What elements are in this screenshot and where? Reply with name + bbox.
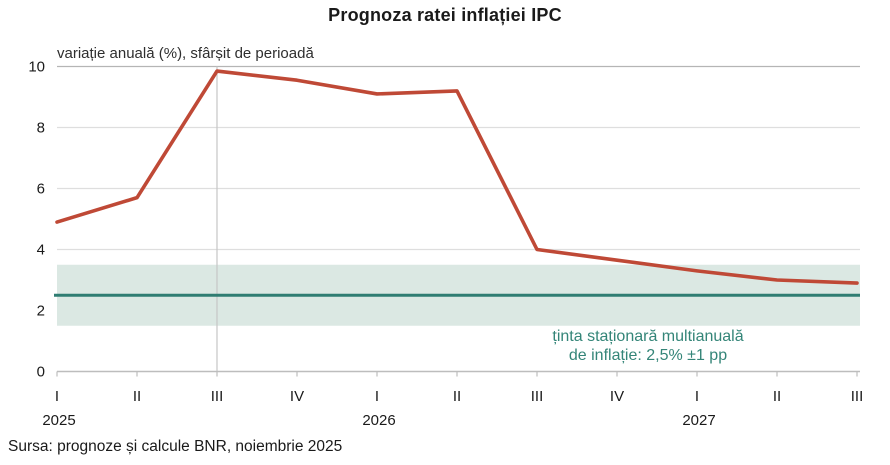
chart-title: Prognoza ratei inflației IPC: [328, 5, 562, 25]
x-tick-label: III: [531, 388, 544, 405]
x-tick-label: III: [851, 388, 864, 405]
inflation-series-line: [55, 69, 859, 285]
annotation-line-1: ținta staționară multianuală: [552, 328, 744, 345]
x-tick-label: II: [133, 388, 141, 405]
chart-subtitle: variație anuală (%), sfârșit de perioadă: [57, 45, 314, 62]
source-note: Sursa: prognoze și calcule BNR, noiembri…: [8, 438, 343, 455]
x-tick-label: IV: [610, 388, 624, 405]
y-tick-label: 2: [37, 303, 45, 320]
y-tick-label: 0: [37, 364, 45, 381]
year-label: 2025: [42, 412, 75, 429]
x-tick-label: IV: [290, 388, 304, 405]
x-tick-label: II: [453, 388, 461, 405]
x-tick-label: I: [695, 388, 699, 405]
y-tick-label: 6: [37, 181, 45, 198]
x-tick-label: III: [211, 388, 224, 405]
y-tick-label: 8: [37, 120, 45, 137]
year-label: 2026: [362, 412, 395, 429]
y-tick-label: 10: [28, 59, 45, 76]
x-tick-label: I: [375, 388, 379, 405]
inflation-target-annotation: ținta staționară multianuală de inflație…: [552, 327, 743, 365]
x-tick-label: II: [773, 388, 781, 405]
y-tick-label: 4: [37, 242, 45, 259]
x-tick-label: I: [55, 388, 59, 405]
annotation-line-2: de inflație: 2,5% ±1 pp: [568, 347, 728, 364]
year-label: 2027: [682, 412, 715, 429]
